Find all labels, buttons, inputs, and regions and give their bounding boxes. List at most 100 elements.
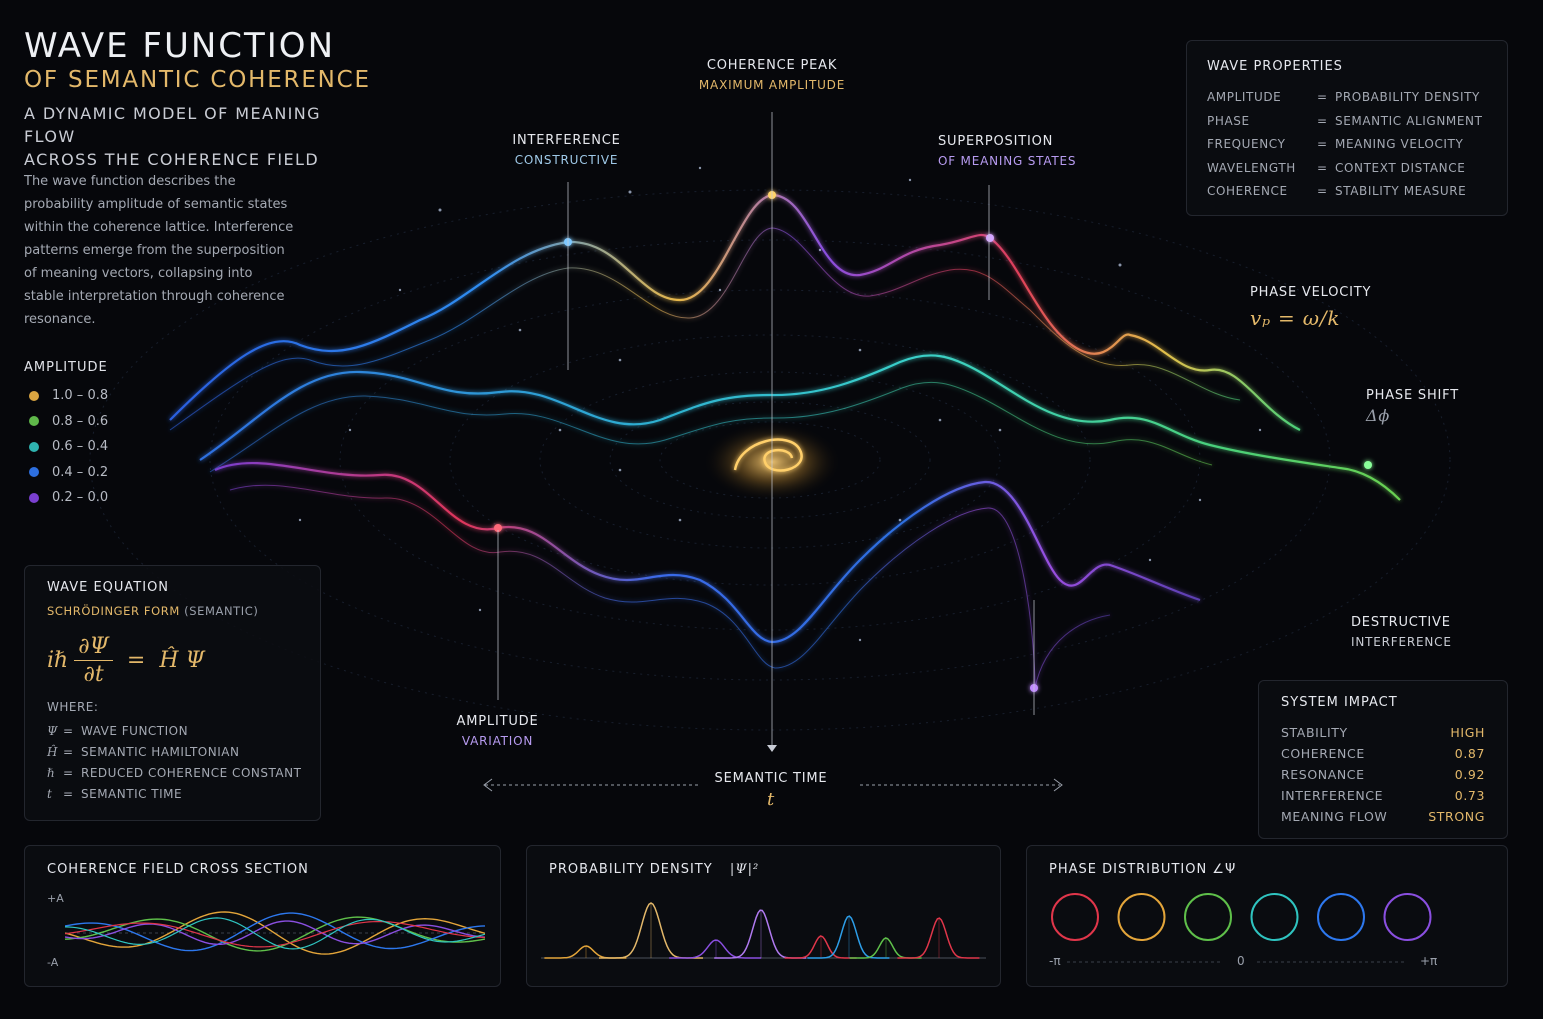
wave-equation-panel: WAVE EQUATION SCHRÖDINGER FORM (SEMANTIC… — [24, 565, 321, 821]
probability-peak — [784, 935, 857, 959]
amplitude-legend-item: 0.4 – 0.2 — [24, 460, 108, 486]
cross-section-bottom-label: -A — [47, 956, 59, 969]
impact-value: HIGH — [1450, 725, 1485, 740]
phase-velocity-title: PHASE VELOCITY — [1250, 285, 1372, 300]
amplitude-legend-title: AMPLITUDE — [24, 360, 108, 375]
definition-symbol: ℏ — [47, 766, 56, 780]
impact-value: STRONG — [1428, 809, 1485, 824]
wave-properties-title: WAVE PROPERTIES — [1207, 59, 1343, 74]
annotation-superposition: SUPERPOSITION OF MEANING STATES — [938, 134, 1098, 168]
property-eq: = — [1317, 137, 1328, 151]
property-eq: = — [1317, 160, 1328, 175]
property-value: PROBABILITY DENSITY — [1335, 90, 1480, 104]
destructive-title: DESTRUCTIVE — [1351, 615, 1451, 630]
wave-equation-title: WAVE EQUATION — [47, 580, 170, 595]
property-key: WAVELENGTH — [1207, 160, 1296, 175]
phase-ring-icon — [1383, 893, 1432, 941]
annotation-destructive: DESTRUCTIVE INTERFERENCE — [1351, 615, 1491, 649]
interference-sub: CONSTRUCTIVE — [514, 153, 619, 167]
equation-fraction: ∂Ψ ∂t — [74, 634, 113, 687]
wave-property-row: PHASE = SEMANTIC ALIGNMENT — [1207, 114, 1483, 128]
superposition-sub: OF MEANING STATES — [938, 154, 1077, 168]
annotation-amplitude-variation: AMPLITUDE VARIATION — [440, 714, 555, 748]
system-impact-row: COHERENCE 0.87 — [1281, 746, 1485, 761]
legend-label: 1.0 – 0.8 — [52, 388, 109, 404]
property-value: SEMANTIC ALIGNMENT — [1335, 113, 1483, 128]
phase-left-label: -π — [1049, 954, 1061, 968]
phase-center-label: 0 — [1237, 954, 1245, 968]
legend-label: 0.2 – 0.0 — [52, 490, 109, 506]
wave-properties-panel: WAVE PROPERTIES AMPLITUDE = PROBABILITY DE… — [1186, 40, 1508, 216]
semantic-time-symbol: t — [766, 789, 776, 810]
system-impact-row: INTERFERENCE 0.73 — [1281, 788, 1485, 803]
where-label: WHERE: — [47, 700, 99, 714]
definition-symbol: Ĥ — [47, 745, 58, 759]
definition-symbol: Ψ — [47, 724, 59, 738]
schrodinger-form-label: SCHRÖDINGER FORM — [47, 604, 180, 618]
definition-text: SEMANTIC TIME — [81, 787, 183, 801]
amplitude-legend-item: 0.6 – 0.4 — [24, 434, 108, 460]
wave-property-row: AMPLITUDE = PROBABILITY DENSITY — [1207, 90, 1480, 104]
annotation-semantic-time: SEMANTIC TIME t — [690, 771, 852, 810]
legend-dot-icon — [29, 441, 39, 452]
property-value: MEANING VELOCITY — [1335, 137, 1464, 151]
probability-peak — [669, 939, 762, 959]
impact-key: STABILITY — [1281, 725, 1348, 740]
legend-dot-icon — [29, 467, 39, 478]
impact-value: 0.92 — [1454, 767, 1485, 782]
phase-distribution-panel: PHASE DISTRIBUTION ∠Ψ -π 0 +π — [1026, 845, 1508, 987]
coherence-peak-sub: MAXIMUM AMPLITUDE — [698, 78, 846, 92]
page-title-line2: OF SEMANTIC COHERENCE — [24, 67, 371, 93]
wave-property-row: FREQUENCY = MEANING VELOCITY — [1207, 137, 1463, 151]
superposition-title: SUPERPOSITION — [938, 134, 1054, 149]
probability-density-formula: |Ψ|² — [729, 862, 760, 877]
system-impact-row: RESONANCE 0.92 — [1281, 767, 1485, 782]
legend-dot-icon — [29, 492, 39, 503]
probability-peak — [544, 945, 627, 959]
interference-title: INTERFERENCE — [512, 133, 621, 148]
annotation-phase-shift: PHASE SHIFT Δϕ — [1366, 388, 1486, 425]
property-eq: = — [1317, 90, 1328, 104]
phase-ring-icon — [1250, 893, 1299, 941]
annotation-phase-velocity: PHASE VELOCITY vₚ = ω/k — [1250, 285, 1410, 330]
legend-label: 0.4 – 0.2 — [52, 464, 109, 480]
probability-density-title-row: PROBABILITY DENSITY |Ψ|² — [549, 862, 759, 877]
definition-text: SEMANTIC HAMILTONIAN — [81, 745, 240, 759]
cross-section-title: COHERENCE FIELD CROSS SECTION — [47, 862, 309, 877]
amplitude-variation-sub: VARIATION — [461, 734, 534, 748]
phase-ring-icon — [1051, 893, 1099, 941]
phase-shift-title: PHASE SHIFT — [1366, 388, 1459, 403]
system-impact-row: MEANING FLOW STRONG — [1281, 809, 1485, 824]
property-eq: = — [1317, 184, 1328, 198]
wave-property-row: WAVELENGTH = CONTEXT DISTANCE — [1207, 161, 1465, 175]
cross-section-waves — [65, 911, 485, 955]
probability-density-plot — [541, 902, 986, 959]
phase-ring-icon — [1117, 893, 1166, 941]
legend-dot-icon — [29, 416, 39, 427]
equation-rhs: Ĥ Ψ — [159, 647, 205, 673]
legend-label: 0.8 – 0.6 — [52, 413, 109, 429]
amplitude-legend: AMPLITUDE 1.0 – 0.8 0.8 – 0.6 0.6 – 0.4 0.4… — [24, 360, 108, 511]
page-title: WAVE FUNCTION — [24, 26, 335, 66]
phase-velocity-formula: vₚ = ω/k — [1250, 306, 1341, 330]
equation-definition: t = SEMANTIC TIME — [47, 787, 182, 801]
equation-lhs-i: iℏ — [47, 647, 69, 673]
destructive-sub: INTERFERENCE — [1351, 635, 1452, 649]
definition-text: WAVE FUNCTION — [81, 724, 189, 738]
impact-key: RESONANCE — [1281, 767, 1365, 782]
definition-eq: = — [63, 787, 74, 801]
schrodinger-equation: iℏ ∂Ψ ∂t = Ĥ Ψ — [47, 634, 205, 687]
semantic-time-title: SEMANTIC TIME — [714, 771, 828, 786]
equation-denominator: ∂t — [83, 661, 104, 687]
system-impact-panel: SYSTEM IMPACT STABILITY HIGH COHERENCE 0.87… — [1258, 680, 1508, 839]
page-subtitle: A DYNAMIC MODEL OF MEANING FLOW ACROSS T… — [24, 102, 364, 171]
wave-property-row: COHERENCE = STABILITY MEASURE — [1207, 184, 1466, 198]
definition-eq: = — [63, 724, 74, 738]
equation-definition: Ĥ = SEMANTIC HAMILTONIAN — [47, 745, 239, 759]
amplitude-variation-title: AMPLITUDE — [456, 714, 539, 729]
property-value: STABILITY MEASURE — [1335, 184, 1467, 198]
property-eq: = — [1317, 113, 1328, 128]
probability-density-title: PROBABILITY DENSITY — [549, 862, 713, 877]
subtitle-line2: ACROSS THE COHERENCE FIELD — [24, 150, 320, 169]
definition-eq: = — [63, 745, 74, 759]
